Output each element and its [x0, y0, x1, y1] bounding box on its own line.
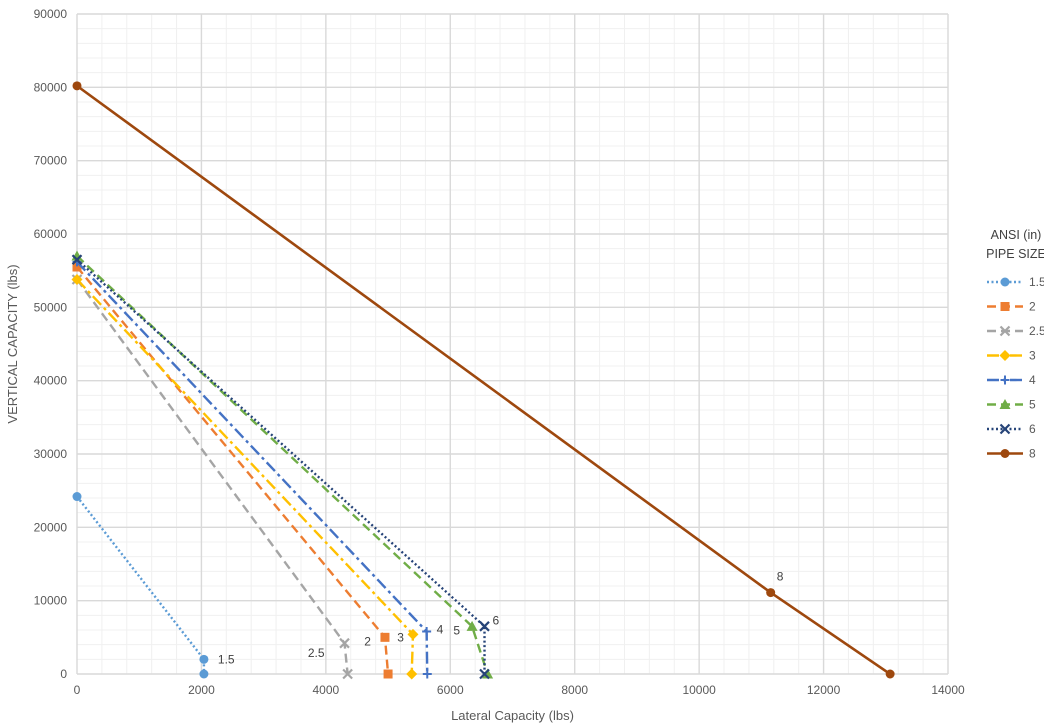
- x-tick-label: 2000: [188, 683, 215, 697]
- data-point-3: [407, 628, 419, 640]
- data-label-1.5: 1.5: [218, 652, 235, 666]
- legend-marker-icon: [999, 350, 1011, 361]
- series-8: [72, 81, 895, 679]
- legend: ANSI (in) PIPE SIZE 1.5 2 2.5 3 4 5 6 8: [986, 228, 1044, 461]
- legend-label: 5: [1029, 398, 1036, 412]
- series-line-4: [76, 261, 429, 675]
- data-point-1.5: [72, 492, 82, 502]
- y-tick-label: 80000: [34, 80, 68, 94]
- data-label-4: 4: [437, 622, 444, 636]
- x-tick-label: 6000: [437, 683, 464, 697]
- data-label-5: 5: [453, 623, 460, 637]
- series-1.5: [72, 492, 209, 679]
- data-label-2.5: 2.5: [308, 646, 325, 660]
- legend-label: 1.5: [1029, 275, 1044, 289]
- y-tick-label: 40000: [34, 374, 68, 388]
- legend-label: 4: [1029, 373, 1036, 387]
- series-line-2.5: [76, 278, 349, 675]
- data-point-1.5: [199, 669, 209, 679]
- legend-title-line-2: PIPE SIZE: [986, 247, 1044, 261]
- y-tick-label: 50000: [34, 300, 68, 314]
- data-point-2: [72, 262, 82, 272]
- legend-label: 3: [1029, 349, 1036, 363]
- legend-label: 2: [1029, 300, 1036, 314]
- series-3: [71, 273, 419, 680]
- data-point-6: [479, 621, 490, 632]
- legend-item-2: 2: [987, 300, 1036, 314]
- series-6: [71, 254, 490, 680]
- y-axis-ticks: 0 10000 20000 30000 40000 50000 60000 70000 8000…: [34, 7, 68, 681]
- y-tick-label: 30000: [34, 447, 68, 461]
- data-point-3: [71, 273, 83, 285]
- series-5: [71, 250, 494, 679]
- legend-label: 6: [1029, 422, 1036, 436]
- legend-label: 8: [1029, 447, 1036, 461]
- data-point-6: [479, 668, 490, 680]
- legend-item-3: 3: [987, 349, 1036, 363]
- y-tick-label: 70000: [34, 154, 68, 168]
- series-layer: [71, 81, 895, 680]
- minor-gridlines: [77, 14, 948, 674]
- y-axis-title: VERTICAL CAPACITY (lbs): [5, 264, 20, 423]
- x-tick-label: 14000: [931, 683, 965, 697]
- x-tick-label: 10000: [682, 683, 716, 697]
- data-point-2: [383, 669, 393, 679]
- data-point-4: [422, 669, 432, 679]
- legend-marker-icon: [1000, 277, 1010, 287]
- legend-item-5: 5: [987, 398, 1036, 412]
- y-tick-label: 90000: [34, 7, 68, 21]
- series-line-5: [76, 255, 489, 675]
- data-point-8: [72, 81, 82, 91]
- x-axis-ticks: 0 2000 4000 6000 8000 10000 12000 14000: [74, 683, 965, 697]
- legend-items: 1.5 2 2.5 3 4 5 6 8: [987, 275, 1044, 461]
- legend-marker-icon: [999, 399, 1011, 409]
- x-tick-label: 4000: [313, 683, 340, 697]
- data-point-2.5: [342, 668, 353, 680]
- y-tick-label: 20000: [34, 520, 68, 534]
- data-point-5: [482, 668, 494, 679]
- data-label-2: 2: [364, 634, 371, 648]
- y-tick-label: 0: [60, 667, 67, 681]
- x-tick-label: 12000: [807, 683, 841, 697]
- series-2.5: [71, 274, 353, 680]
- data-label-6: 6: [493, 613, 500, 627]
- legend-item-2.5: 2.5: [987, 324, 1044, 338]
- data-label-3: 3: [397, 630, 404, 644]
- data-point-8: [766, 588, 776, 598]
- series-line-2: [76, 266, 390, 675]
- series-2: [72, 262, 393, 679]
- data-point-8: [885, 669, 895, 679]
- legend-item-4: 4: [987, 373, 1036, 387]
- data-point-3: [406, 668, 418, 680]
- legend-marker-icon: [999, 325, 1011, 337]
- data-label-8: 8: [777, 570, 784, 584]
- data-point-6: [71, 254, 83, 265]
- legend-item-1.5: 1.5: [987, 275, 1044, 289]
- data-point-1.5: [199, 654, 209, 664]
- y-tick-label: 10000: [34, 594, 68, 608]
- y-tick-label: 60000: [34, 227, 68, 241]
- major-gridlines: [76, 13, 949, 675]
- series-line-1.5: [76, 495, 206, 674]
- data-point-5: [466, 620, 478, 631]
- legend-item-6: 6: [987, 422, 1036, 436]
- series-line-3: [76, 278, 415, 675]
- data-point-2.5: [339, 637, 350, 649]
- x-tick-label: 8000: [561, 683, 588, 697]
- data-point-4: [422, 626, 432, 636]
- x-axis-title: Lateral Capacity (lbs): [451, 708, 574, 723]
- legend-marker-icon: [1000, 375, 1010, 385]
- x-tick-label: 0: [74, 683, 81, 697]
- data-point-2: [380, 632, 390, 642]
- legend-title-line-1: ANSI (in): [991, 228, 1042, 242]
- data-labels: 1.5 2 2.5 3 4 5 6 8: [218, 570, 784, 667]
- legend-marker-icon: [999, 423, 1011, 435]
- legend-item-8: 8: [987, 447, 1036, 461]
- legend-marker-icon: [1000, 449, 1010, 458]
- legend-label: 2.5: [1029, 324, 1044, 338]
- legend-marker-icon: [1000, 302, 1010, 311]
